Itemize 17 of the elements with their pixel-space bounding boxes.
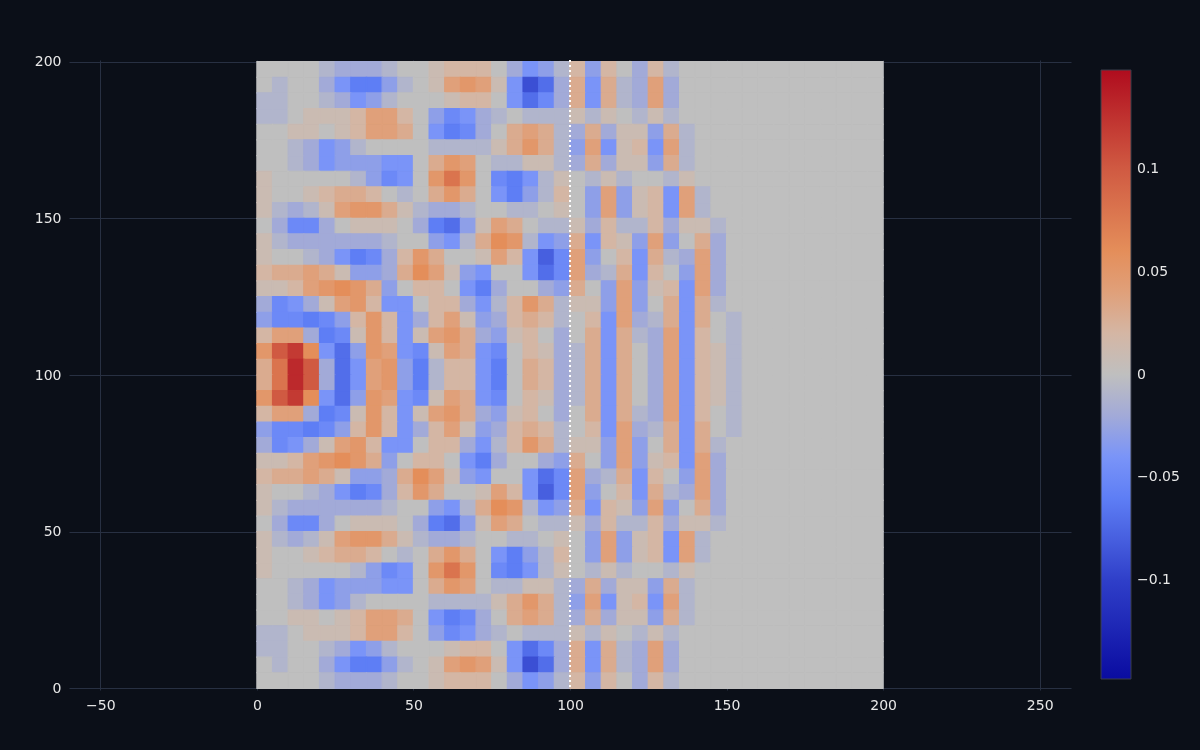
y-tick-label: 200 bbox=[34, 53, 62, 70]
y-tick-label: 0 bbox=[52, 679, 62, 696]
color-bar-label: −0.05 bbox=[1137, 468, 1180, 485]
color-bar-label: 0.1 bbox=[1137, 159, 1160, 176]
x-tick-label: 200 bbox=[870, 696, 897, 713]
y-tick-label: 100 bbox=[34, 366, 62, 383]
y-tick-label: 150 bbox=[34, 209, 62, 226]
x-tick-label: 150 bbox=[713, 696, 741, 713]
x-tick-label: 50 bbox=[405, 696, 423, 713]
color-bar-label: 0.05 bbox=[1137, 262, 1169, 279]
x-tick-label: 250 bbox=[1026, 696, 1054, 713]
color-bar-label: 0 bbox=[1137, 365, 1146, 382]
x-tick-label: −50 bbox=[86, 696, 116, 713]
color-bar-label: −0.1 bbox=[1137, 571, 1171, 588]
y-tick-label: 50 bbox=[43, 523, 62, 540]
x-tick-label: 0 bbox=[252, 696, 262, 713]
x-tick-label: 100 bbox=[557, 696, 584, 713]
